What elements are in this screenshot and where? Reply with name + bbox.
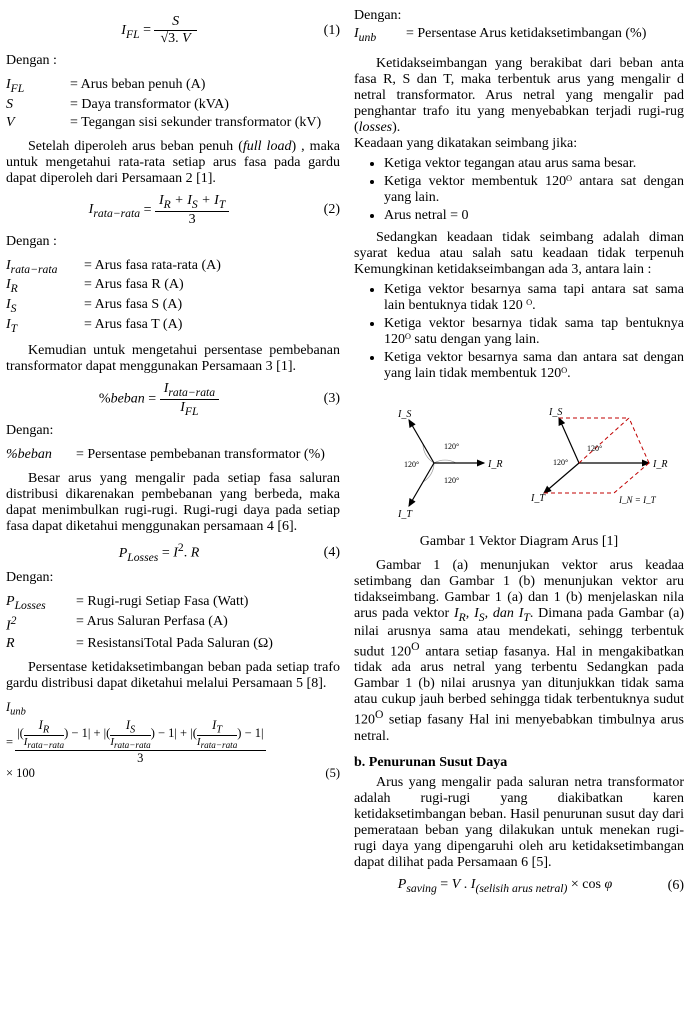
def-v: V = Tegangan sisi sekunder transformator…	[6, 115, 340, 131]
paragraph-3: Besar arus yang mengalir pada setiap fas…	[6, 471, 340, 535]
paragraph-r1: Ketidakseimbangan yang berakibat dari be…	[354, 56, 684, 136]
svg-text:I_T: I_T	[397, 509, 413, 520]
equation-6-row: Psaving = V . I(selisih arus netral) × c…	[354, 877, 684, 895]
equation-3: %beban = Irata−rata IFL	[6, 381, 312, 418]
svg-text:I_N = I_T: I_N = I_T	[618, 495, 657, 505]
equation-3-row: %beban = Irata−rata IFL (3)	[6, 381, 340, 418]
def-i2: I2 = Arus Saluran Perfasa (A)	[6, 614, 340, 635]
equation-2: Irata−rata = IR + IS + IT 3	[6, 193, 312, 228]
svg-text:I_S: I_S	[397, 409, 411, 420]
svg-text:120°: 120°	[444, 476, 459, 485]
figure-caption: Gambar 1 Vektor Diagram Arus [1]	[354, 534, 684, 550]
bullet-5: Ketiga vektor besarnya tidak sama tap be…	[384, 316, 684, 348]
def-is: IS = Arus fasa S (A)	[6, 297, 340, 315]
def-it: IT = Arus fasa T (A)	[6, 317, 340, 335]
dengan-label-2: Dengan :	[6, 234, 340, 250]
dengan-label-1: Dengan :	[6, 53, 340, 69]
equation-2-row: Irata−rata = IR + IS + IT 3 (2)	[6, 193, 340, 228]
equation-1: IFL = S √3. V	[6, 14, 312, 47]
equation-5-number: (5)	[325, 766, 340, 781]
def-s: S = Daya transformator (kVA)	[6, 97, 340, 113]
dengan-label-r1: Dengan:	[354, 8, 684, 24]
def-beban: %beban = Persentase pembebanan transform…	[6, 447, 340, 463]
svg-text:120°: 120°	[553, 458, 568, 467]
equation-4-number: (4)	[312, 545, 340, 561]
bullets-unbalanced: Ketiga vektor besarnya sama tapi antara …	[384, 282, 684, 382]
vector-diagram: I_R I_S I_T 120° 120° 120°	[354, 388, 684, 528]
paragraph-4: Persentase ketidaksetimbangan beban pada…	[6, 660, 340, 692]
def-ir: IR = Arus fasa R (A)	[6, 277, 340, 295]
paragraph-r3: Gambar 1 (a) menunjukan vektor arus kead…	[354, 558, 684, 745]
svg-text:120°: 120°	[444, 442, 459, 451]
bullet-4: Ketiga vektor besarnya sama tapi antara …	[384, 282, 684, 314]
equation-2-number: (2)	[312, 202, 340, 218]
paragraph-r2: Sedangkan keadaan tidak seimbang adalah …	[354, 230, 684, 278]
bullets-balanced: Ketiga vektor tegangan atau arus sama be…	[384, 156, 684, 224]
paragraph-r4: Arus yang mengalir pada saluran netra tr…	[354, 775, 684, 871]
svg-text:120°: 120°	[587, 444, 602, 453]
section-b-title: b. Penurunan Susut Daya	[354, 755, 684, 771]
equation-4-row: PLosses = I2. R (4)	[6, 541, 340, 563]
svg-text:I_S: I_S	[548, 407, 562, 418]
def-r: R = ResistansiTotal Pada Saluran (Ω)	[6, 636, 340, 652]
svg-text:I_R: I_R	[652, 459, 667, 470]
left-column: IFL = S √3. V (1) Dengan : IFL = Arus be…	[6, 8, 340, 901]
svg-text:I_R: I_R	[487, 459, 502, 470]
dengan-label-3: Dengan:	[6, 423, 340, 439]
def-plosses: PLosses = Rugi-rugi Setiap Fasa (Watt)	[6, 594, 340, 612]
bullet-3: Arus netral = 0	[384, 208, 684, 224]
dengan-label-4: Dengan:	[6, 570, 340, 586]
paragraph-2: Kemudian untuk mengetahui persentase pem…	[6, 343, 340, 375]
equation-5: Iunb = |(IRIrata−rata) − 1| + |(ISIrata−…	[6, 700, 340, 781]
equation-1-number: (1)	[312, 23, 340, 39]
right-column: Dengan: Iunb = Persentase Arus ketidakse…	[354, 8, 684, 901]
equation-3-number: (3)	[312, 391, 340, 407]
equation-6: Psaving = V . I(selisih arus netral) × c…	[354, 877, 656, 895]
paragraph-1: Setelah diperoleh arus beban penuh (full…	[6, 139, 340, 187]
svg-text:120°: 120°	[404, 460, 419, 469]
bullet-6: Ketiga vektor besarnya sama dan antara s…	[384, 350, 684, 382]
page: IFL = S √3. V (1) Dengan : IFL = Arus be…	[6, 8, 689, 901]
svg-text:I_T: I_T	[530, 493, 546, 504]
bullet-1: Ketiga vektor tegangan atau arus sama be…	[384, 156, 684, 172]
equation-1-row: IFL = S √3. V (1)	[6, 14, 340, 47]
paragraph-r1b: Keadaan yang dikatakan seimbang jika:	[354, 136, 684, 152]
def-irata: Irata−rata = Arus fasa rata-rata (A)	[6, 258, 340, 276]
diagram-svg: I_R I_S I_T 120° 120° 120°	[359, 388, 679, 523]
bullet-2: Ketiga vektor membentuk 120ᴼ antara sat …	[384, 174, 684, 206]
equation-4: PLosses = I2. R	[6, 541, 312, 563]
def-iunb: Iunb = Persentase Arus ketidaksetimbanga…	[354, 26, 684, 44]
def-ifl: IFL = Arus beban penuh (A)	[6, 77, 340, 95]
eq5-tail: × 100	[6, 766, 35, 781]
equation-6-number: (6)	[656, 878, 684, 894]
